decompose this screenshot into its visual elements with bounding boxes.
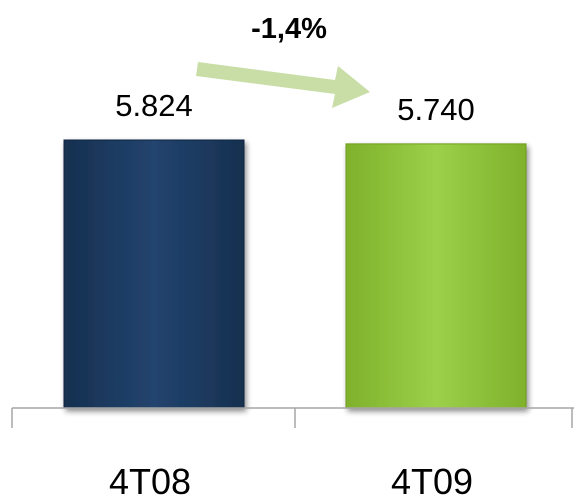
change-label: -1,4%	[251, 13, 327, 45]
category-label-4t08: 4T08	[109, 461, 191, 502]
bars-group	[63, 139, 527, 409]
bar-4t08	[63, 139, 245, 409]
category-label-4t09: 4T09	[391, 461, 473, 502]
bar-4t09	[345, 143, 527, 409]
value-label-4t08: 5.824	[115, 88, 193, 123]
value-label-4t09: 5.740	[397, 92, 475, 127]
change-arrow-icon	[196, 62, 370, 108]
